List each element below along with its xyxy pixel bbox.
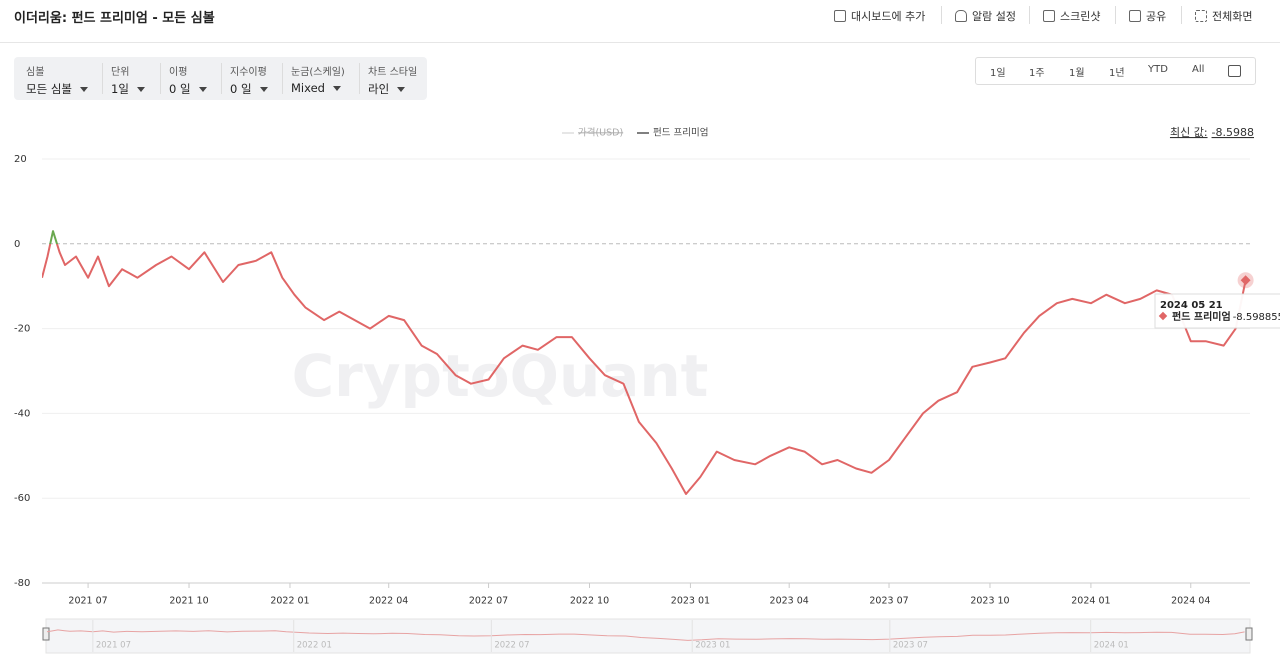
navigator-tick-label: 2022 01 xyxy=(297,641,332,651)
separator xyxy=(102,63,103,94)
x-tick-label: 2021 07 xyxy=(68,596,107,607)
x-tick-label: 2022 04 xyxy=(369,596,408,607)
navigator-handle[interactable] xyxy=(1245,627,1253,641)
separator xyxy=(160,63,161,94)
x-tick-label: 2023 04 xyxy=(770,596,809,607)
separator xyxy=(221,63,222,94)
hover-marker xyxy=(1240,275,1251,286)
navigator-line xyxy=(46,629,1245,641)
y-tick-label: -60 xyxy=(14,493,30,504)
navigator-tick-label: 2022 07 xyxy=(494,641,529,651)
navigator-tick-label: 2023 01 xyxy=(695,641,730,651)
y-tick-label: -20 xyxy=(14,324,30,335)
filter-label: 눈금(스케일) xyxy=(291,67,345,78)
range-button[interactable]: 1월 xyxy=(1069,68,1085,79)
x-tick-label: 2022 07 xyxy=(469,596,508,607)
tooltip-date: 2024 05 21 xyxy=(1160,300,1223,311)
button-label: 스크린샷 xyxy=(1060,10,1101,23)
tooltip-marker xyxy=(1158,311,1168,321)
filter-value: 1일 xyxy=(111,81,145,97)
filter-dropdown[interactable]: 단위 1일 xyxy=(111,63,145,97)
x-tick-label: 2024 04 xyxy=(1171,596,1210,607)
filter-value: 0 일 xyxy=(230,81,268,97)
separator xyxy=(282,63,283,94)
button-label: 공유 xyxy=(1146,10,1167,23)
separator xyxy=(941,6,942,24)
top-bar: 이더리움: 펀드 프리미엄 - 모든 심볼 대시보드에 추가 알람 설정 스크린… xyxy=(0,0,1280,43)
tooltip xyxy=(1154,293,1280,329)
navigator-handle[interactable] xyxy=(42,627,50,641)
filter-value: Mixed xyxy=(291,81,345,95)
separator xyxy=(1181,6,1182,24)
range-button[interactable]: 1주 xyxy=(1029,68,1045,79)
button-label: 대시보드에 추가 xyxy=(851,10,926,23)
y-tick-label: 0 xyxy=(14,239,20,250)
x-tick-label: 2023 07 xyxy=(869,596,908,607)
range-button[interactable]: YTD xyxy=(1148,64,1168,75)
calendar-icon[interactable] xyxy=(1228,65,1241,77)
navigator-tick-label: 2023 07 xyxy=(893,641,928,651)
filter-value: 모든 심볼 xyxy=(26,81,88,97)
tooltip-value: -8.598855 xyxy=(1233,312,1280,323)
filter-label: 심볼 xyxy=(26,67,45,78)
filter-label: 차트 스타일 xyxy=(368,67,418,78)
latest-value: -8.5988 xyxy=(1212,126,1254,139)
x-tick-label: 2022 01 xyxy=(270,596,309,607)
legend-entry[interactable]: 펀드 프리미엄 xyxy=(653,127,708,139)
y-tick-label: -80 xyxy=(14,578,30,589)
navigator[interactable] xyxy=(45,618,1251,654)
separator xyxy=(1029,6,1030,24)
x-tick-label: 2023 10 xyxy=(970,596,1009,607)
filter-label: 이평 xyxy=(169,67,188,78)
range-bar: 1일 1주 1월 1년 YTD All xyxy=(975,57,1256,85)
range-button[interactable]: All xyxy=(1192,64,1205,75)
button-label: 전체화면 xyxy=(1212,10,1253,23)
filter-label: 단위 xyxy=(111,67,130,78)
filter-dropdown[interactable]: 이평 0 일 xyxy=(169,63,207,97)
latest-label: 최신 값: xyxy=(1170,126,1208,139)
y-tick-label: 20 xyxy=(14,154,27,165)
x-tick-label: 2024 01 xyxy=(1071,596,1110,607)
alarm-button[interactable]: 알람 설정 xyxy=(955,8,1016,24)
watermark: CryptoQuant xyxy=(292,342,709,410)
x-tick-label: 2022 10 xyxy=(570,596,609,607)
range-button[interactable]: 1일 xyxy=(990,68,1006,79)
screenshot-button[interactable]: 스크린샷 xyxy=(1043,8,1100,24)
filter-dropdown[interactable]: 눈금(스케일) Mixed xyxy=(291,63,345,95)
page-title: 이더리움: 펀드 프리미엄 - 모든 심볼 xyxy=(14,11,215,26)
x-tick-label: 2023 01 xyxy=(671,596,710,607)
filter-value: 0 일 xyxy=(169,81,207,97)
range-button[interactable]: 1년 xyxy=(1109,68,1125,79)
legend-entry[interactable]: 가격(USD) xyxy=(578,127,623,139)
separator xyxy=(1115,6,1116,24)
filter-dropdown[interactable]: 지수이평 0 일 xyxy=(230,63,268,97)
navigator-tick-label: 2021 07 xyxy=(96,641,131,651)
add-dashboard-button[interactable]: 대시보드에 추가 xyxy=(834,8,925,24)
x-tick-label: 2021 10 xyxy=(169,596,208,607)
data-line xyxy=(42,230,1247,495)
filter-value: 라인 xyxy=(368,81,417,97)
tooltip-name: 펀드 프리미엄 xyxy=(1172,310,1231,323)
y-tick-label: -40 xyxy=(14,408,30,419)
filter-label: 지수이평 xyxy=(230,67,267,78)
button-label: 알람 설정 xyxy=(972,10,1016,23)
share-button[interactable]: 공유 xyxy=(1129,8,1166,24)
separator xyxy=(359,63,360,94)
fullscreen-button[interactable]: 전체화면 xyxy=(1195,8,1252,24)
navigator-tick-label: 2024 01 xyxy=(1094,641,1129,651)
